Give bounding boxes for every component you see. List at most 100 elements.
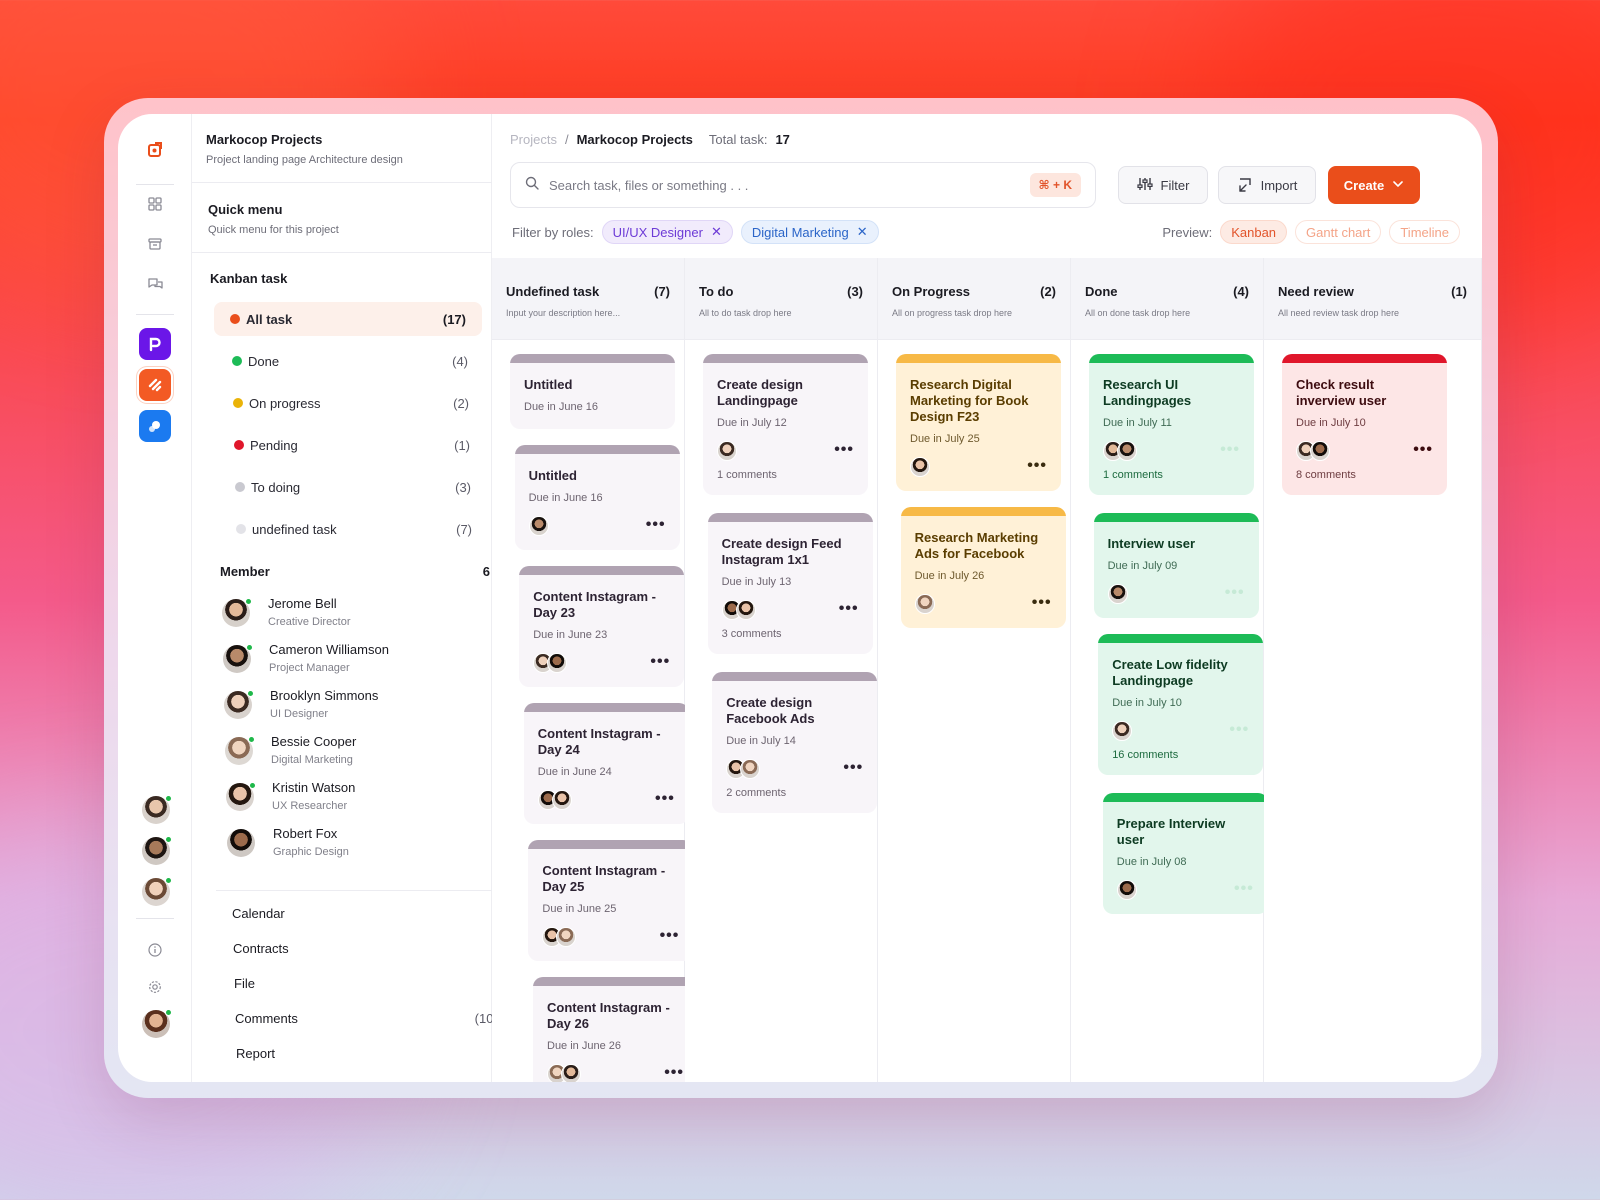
more-options-icon[interactable]: •••: [1224, 584, 1245, 601]
workspace-blue-app-icon[interactable]: [139, 410, 171, 442]
more-options-icon[interactable]: •••: [654, 790, 675, 807]
create-button[interactable]: Create: [1328, 166, 1420, 204]
kanban-filter-pending[interactable]: Pending (1): [218, 428, 486, 462]
card-comments-count[interactable]: 2 comments: [726, 787, 787, 799]
close-icon[interactable]: ✕: [710, 224, 722, 239]
more-options-icon[interactable]: •••: [1031, 594, 1052, 611]
task-card[interactable]: Check result inverview user Due in July 1…: [1282, 354, 1447, 495]
nav-contracts[interactable]: Contracts: [233, 941, 503, 956]
nav-comments[interactable]: Comments (100): [235, 1011, 505, 1026]
preview-kanban[interactable]: Kanban: [1220, 220, 1288, 244]
workspace-purple-app-icon[interactable]: [139, 328, 171, 360]
task-card[interactable]: Content Instagram - Day 23 Due in June 23…: [519, 566, 685, 687]
workspace-orange-app-icon[interactable]: [139, 369, 171, 401]
task-card[interactable]: Create design Facebook Ads Due in July 14…: [712, 672, 878, 813]
task-card[interactable]: Create design Feed Instagram 1x1 Due in J…: [707, 513, 873, 654]
more-options-icon[interactable]: •••: [1233, 880, 1254, 897]
more-options-icon[interactable]: •••: [1413, 441, 1433, 458]
more-options-icon[interactable]: •••: [1229, 721, 1250, 738]
member-item[interactable]: Brooklyn Simmons UI Designer: [224, 688, 464, 728]
more-options-icon[interactable]: •••: [650, 653, 671, 670]
role-chip-digital-marketing[interactable]: Digital Marketing ✕: [740, 220, 879, 244]
rail-avatar[interactable]: [142, 877, 172, 906]
card-comments-count[interactable]: 1 comments: [717, 469, 777, 481]
current-user-avatar[interactable]: [142, 1009, 172, 1038]
kanban-filter-on-progress[interactable]: On progress (2): [217, 386, 485, 420]
more-options-icon[interactable]: •••: [645, 516, 666, 533]
kanban-filter-all-task[interactable]: All task (17): [214, 302, 482, 336]
assignee-avatar[interactable]: [1112, 721, 1133, 741]
filter-button[interactable]: Filter: [1118, 166, 1208, 204]
search-bar[interactable]: ⌘ + K: [510, 162, 1096, 208]
more-options-icon[interactable]: •••: [834, 441, 854, 458]
task-card[interactable]: Research Marketing Ads for Facebook Due i…: [900, 507, 1066, 628]
task-card[interactable]: Content Instagram - Day 24 Due in June 24…: [523, 703, 689, 824]
member-item[interactable]: Cameron Williamson Project Manager: [223, 642, 463, 682]
rail-avatar[interactable]: [142, 795, 172, 824]
card-comments-count[interactable]: 3 comments: [721, 628, 782, 640]
preview-timeline[interactable]: Timeline: [1389, 220, 1460, 244]
task-card[interactable]: Prepare Interview user Due in July 08 •••: [1102, 793, 1268, 914]
assignee-avatar[interactable]: [1117, 441, 1137, 461]
card-comments-count[interactable]: 1 comments: [1103, 469, 1163, 481]
assignee-avatar[interactable]: [740, 759, 761, 779]
task-card[interactable]: Untitled Due in June 16 •••: [514, 445, 680, 550]
column-count: (7): [654, 284, 670, 299]
member-item[interactable]: Robert Fox Graphic Design: [227, 826, 467, 866]
column-subtitle: All on progress task drop here: [892, 308, 1013, 318]
more-options-icon[interactable]: •••: [843, 759, 864, 776]
archive-box-icon[interactable]: [141, 230, 169, 258]
assignee-avatar[interactable]: [914, 594, 935, 614]
brand-logo-icon[interactable]: [141, 136, 169, 164]
task-card[interactable]: Untitled Due in June 16: [510, 354, 675, 429]
assignee-avatar[interactable]: [735, 600, 756, 620]
assignee-avatar[interactable]: [1107, 584, 1128, 604]
card-comments-count[interactable]: 8 comments: [1296, 469, 1356, 481]
more-options-icon[interactable]: •••: [838, 600, 859, 617]
preview-gantt-chart[interactable]: Gantt chart: [1295, 220, 1382, 244]
more-options-icon[interactable]: •••: [659, 927, 680, 944]
settings-gear-icon[interactable]: [141, 973, 169, 1001]
dashboard-grid-icon[interactable]: [141, 190, 169, 218]
more-options-icon[interactable]: •••: [664, 1064, 684, 1081]
assignee-avatar[interactable]: [1310, 441, 1330, 461]
member-item[interactable]: Kristin Watson UX Researcher: [226, 780, 466, 820]
task-card[interactable]: Content Instagram - Day 26 Due in June 26…: [533, 977, 698, 1082]
assignee-avatar[interactable]: [528, 516, 549, 536]
chat-bubbles-icon[interactable]: [141, 270, 169, 298]
assignee-avatar[interactable]: [561, 1064, 581, 1082]
member-item[interactable]: Bessie Cooper Digital Marketing: [225, 734, 465, 774]
breadcrumb-root[interactable]: Projects: [510, 132, 557, 147]
assignee-avatar[interactable]: [1116, 880, 1137, 900]
assignee-avatar[interactable]: [547, 653, 568, 673]
more-options-icon[interactable]: •••: [1027, 457, 1047, 474]
card-comments-count[interactable]: 16 comments: [1112, 749, 1179, 761]
task-card[interactable]: Research Digital Marketing for Book Desi…: [896, 354, 1061, 491]
quick-menu[interactable]: Quick menu Quick menu for this project: [208, 202, 339, 236]
close-icon[interactable]: ✕: [856, 224, 868, 239]
nav-report[interactable]: Report: [236, 1046, 506, 1061]
kanban-filter-undefined-task[interactable]: undefined task (7): [220, 512, 488, 546]
search-input[interactable]: [549, 177, 1030, 193]
kanban-filter-to-doing[interactable]: To doing (3): [219, 470, 487, 504]
assignee-avatar[interactable]: [556, 927, 577, 947]
assignee-avatar[interactable]: [910, 457, 930, 477]
rail-avatar[interactable]: [142, 836, 172, 865]
nav-file[interactable]: File: [234, 976, 504, 991]
assignee-avatar[interactable]: [717, 441, 737, 461]
role-chip-ui-ux-designer[interactable]: UI/UX Designer ✕: [601, 220, 733, 244]
more-options-icon[interactable]: •••: [1220, 441, 1240, 458]
task-card[interactable]: Create design Landingpage Due in July 12 •…: [703, 354, 868, 495]
task-card[interactable]: Research UI Landingpages Due in July 11 ••…: [1089, 354, 1254, 495]
task-card[interactable]: Interview user Due in July 09 •••: [1093, 513, 1259, 618]
member-item[interactable]: Jerome Bell Creative Director: [222, 596, 462, 636]
import-button[interactable]: Import: [1218, 166, 1316, 204]
card-assignees: [533, 653, 568, 673]
task-card[interactable]: Create Low fidelity Landingpage Due in Ju…: [1098, 634, 1264, 775]
nav-calendar[interactable]: Calendar: [232, 906, 502, 921]
card-due-date: Due in June 25: [542, 903, 617, 915]
kanban-filter-done[interactable]: Done (4): [216, 344, 484, 378]
info-icon[interactable]: [141, 936, 169, 964]
task-card[interactable]: Content Instagram - Day 25 Due in June 25…: [528, 840, 694, 961]
assignee-avatar[interactable]: [551, 790, 572, 810]
